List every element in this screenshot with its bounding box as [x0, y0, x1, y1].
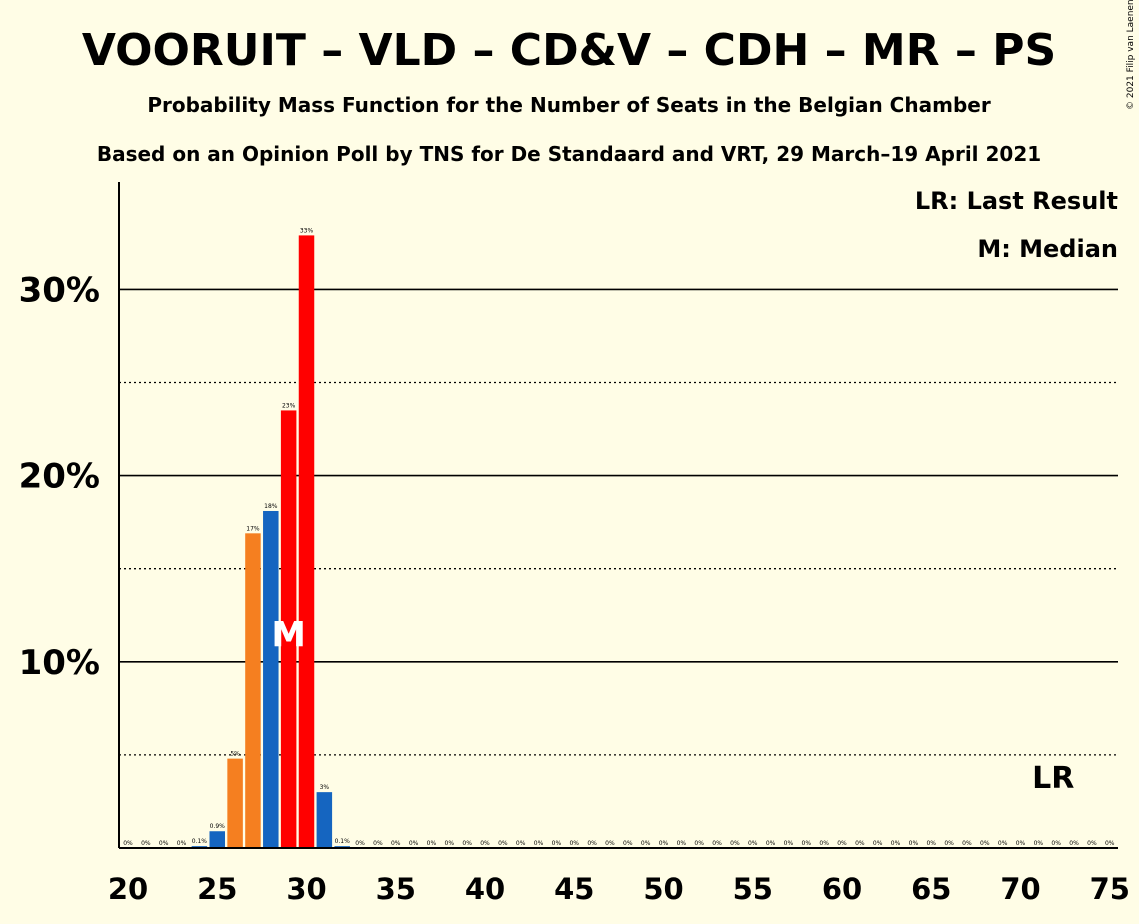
bar-label-seat-35: 0%	[391, 840, 401, 847]
bar-seat-27	[245, 533, 261, 848]
x-tick-label: 30	[286, 872, 326, 906]
bar-label-seat-65: 0%	[926, 840, 936, 847]
bar-seat-28	[263, 510, 279, 848]
bar-label-seat-24: 0.1%	[192, 838, 208, 845]
copyright-notice: © 2021 Filip van Laenen	[1126, 0, 1136, 110]
bar-label-seat-68: 0%	[980, 840, 990, 847]
bar-seat-25	[209, 831, 225, 848]
bar-value-labels: 0% 0% 0% 0% 0.1% 0.9% 5% 17% 18% 23% 33% 3% 0.1% 0% 0%…	[123, 227, 1115, 847]
bar-label-seat-42: 0%	[516, 840, 526, 847]
legend-median: M: Median	[977, 235, 1118, 263]
bar-label-seat-34: 0%	[373, 840, 383, 847]
bar-label-seat-20: 0%	[123, 840, 133, 847]
x-tick-label: 55	[733, 872, 773, 906]
legend: LR: Last Result M: Median	[915, 187, 1118, 263]
bar-label-seat-74: 0%	[1087, 840, 1097, 847]
chart-source: Based on an Opinion Poll by TNS for De S…	[97, 142, 1041, 166]
y-tick-label: 30%	[19, 270, 100, 310]
axes: 10% 20% 30% 20 25 30 35 40 45 50 55 60 65 70 75	[19, 182, 1130, 906]
x-tick-label: 75	[1090, 872, 1130, 906]
bar-label-seat-49: 0%	[641, 840, 651, 847]
bar-label-seat-60: 0%	[837, 840, 847, 847]
bar-label-seat-47: 0%	[605, 840, 615, 847]
x-tick-label: 35	[376, 872, 416, 906]
x-tick-label: 40	[465, 872, 505, 906]
bar-label-seat-23: 0%	[177, 840, 187, 847]
bar-seat-31	[316, 792, 333, 848]
bar-label-seat-56: 0%	[766, 840, 776, 847]
chart-subtitle: Probability Mass Function for the Number…	[147, 93, 991, 117]
bar-label-seat-30: 33%	[300, 227, 314, 234]
x-tick-label: 65	[911, 872, 951, 906]
bar-label-seat-43: 0%	[534, 840, 544, 847]
bar-label-seat-66: 0%	[944, 840, 954, 847]
bar-label-seat-45: 0%	[569, 840, 579, 847]
bar-label-seat-75: 0%	[1105, 840, 1115, 847]
bar-seat-29	[280, 410, 297, 848]
y-tick-label: 10%	[19, 643, 100, 683]
chart-title: VOORUIT – VLD – CD&V – CDH – MR – PS	[82, 25, 1056, 76]
bar-label-seat-39: 0%	[462, 840, 472, 847]
legend-last-result: LR: Last Result	[915, 187, 1118, 215]
bar-seat-30	[298, 235, 315, 849]
x-tick-label: 60	[822, 872, 862, 906]
bar-series	[191, 235, 350, 849]
bar-label-seat-70: 0%	[1016, 840, 1026, 847]
bar-label-seat-26: 5%	[230, 751, 240, 758]
x-tick-label: 50	[643, 872, 683, 906]
bar-label-seat-41: 0%	[498, 840, 508, 847]
bar-label-seat-53: 0%	[712, 840, 722, 847]
bar-label-seat-55: 0%	[748, 840, 758, 847]
bar-label-seat-36: 0%	[409, 840, 419, 847]
bar-label-seat-22: 0%	[159, 840, 169, 847]
median-marker: M	[272, 615, 306, 655]
x-tick-label: 25	[197, 872, 237, 906]
bar-label-seat-69: 0%	[998, 840, 1008, 847]
bar-label-seat-51: 0%	[677, 840, 687, 847]
y-tick-label: 20%	[19, 457, 100, 497]
bar-label-seat-29: 23%	[282, 402, 296, 409]
bar-label-seat-63: 0%	[891, 840, 901, 847]
bar-label-seat-27: 17%	[246, 525, 260, 532]
bar-label-seat-31: 3%	[320, 784, 330, 791]
bar-label-seat-52: 0%	[694, 840, 704, 847]
x-tick-label: 70	[1000, 872, 1040, 906]
bar-label-seat-50: 0%	[659, 840, 669, 847]
x-tick-label: 45	[554, 872, 594, 906]
bar-label-seat-64: 0%	[909, 840, 919, 847]
chart-headings: VOORUIT – VLD – CD&V – CDH – MR – PS Pro…	[82, 0, 1136, 166]
bar-label-seat-21: 0%	[141, 840, 151, 847]
bar-label-seat-40: 0%	[480, 840, 490, 847]
last-result-marker: LR	[1032, 761, 1074, 796]
bar-label-seat-44: 0%	[552, 840, 562, 847]
bar-label-seat-33: 0%	[355, 840, 365, 847]
bar-label-seat-57: 0%	[784, 840, 794, 847]
bar-label-seat-62: 0%	[873, 840, 883, 847]
bar-seat-26	[227, 758, 243, 848]
bar-label-seat-32: 0.1%	[335, 838, 351, 845]
bar-label-seat-73: 0%	[1069, 840, 1079, 847]
bar-label-seat-67: 0%	[962, 840, 972, 847]
bar-label-seat-28: 18%	[264, 503, 278, 510]
x-tick-label: 20	[108, 872, 148, 906]
bar-label-seat-46: 0%	[587, 840, 597, 847]
bar-label-seat-54: 0%	[730, 840, 740, 847]
bar-label-seat-71: 0%	[1034, 840, 1044, 847]
bar-label-seat-37: 0%	[427, 840, 437, 847]
bar-label-seat-61: 0%	[855, 840, 865, 847]
bar-label-seat-48: 0%	[623, 840, 633, 847]
bar-label-seat-38: 0%	[445, 840, 455, 847]
bar-label-seat-25: 0.9%	[210, 823, 226, 830]
bar-label-seat-59: 0%	[819, 840, 829, 847]
markers: M LR	[271, 615, 1074, 796]
bar-label-seat-72: 0%	[1051, 840, 1061, 847]
bar-label-seat-58: 0%	[802, 840, 812, 847]
